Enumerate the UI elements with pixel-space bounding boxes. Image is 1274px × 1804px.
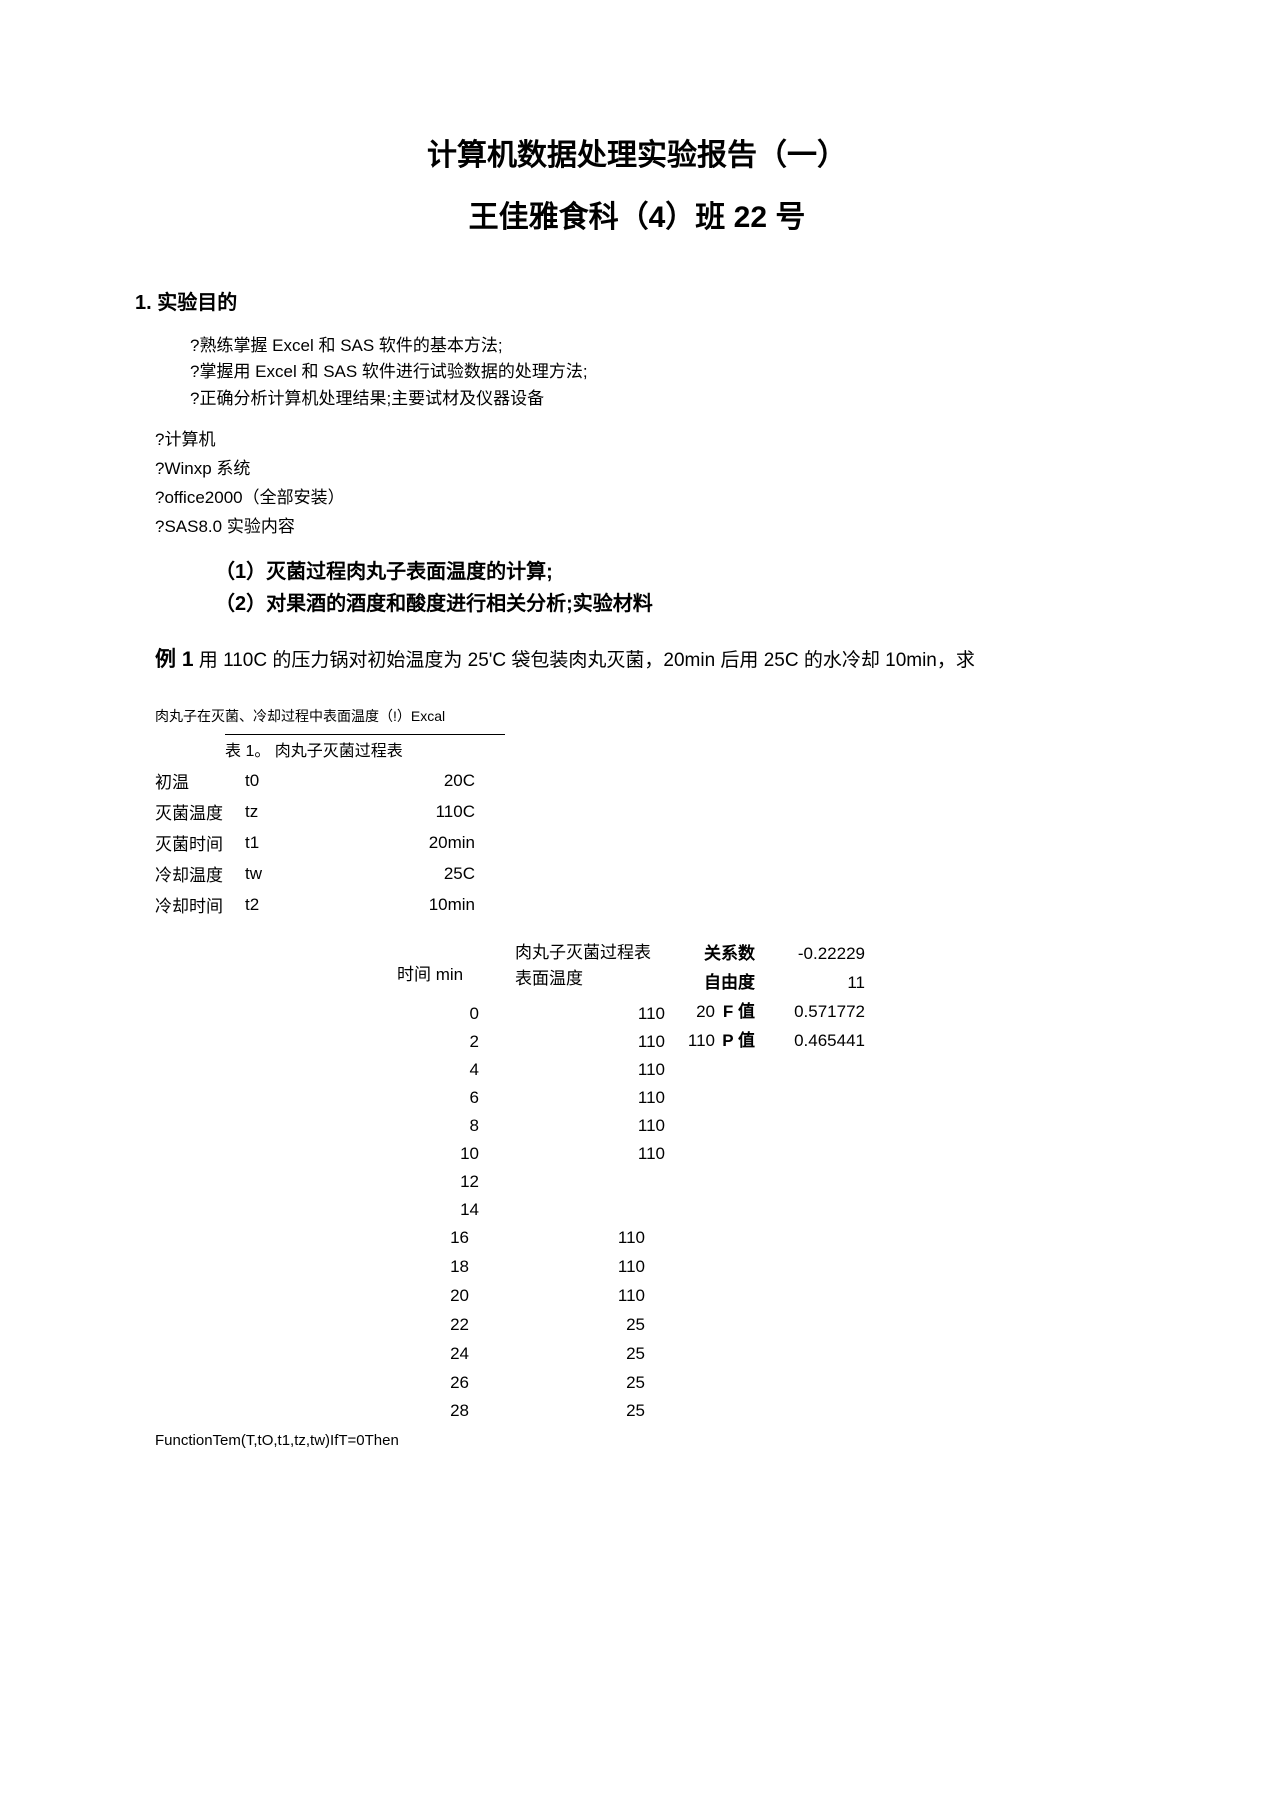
env-line: ?SAS8.0 实验内容 (155, 513, 1119, 542)
param-row: 灭菌时间t120min (155, 827, 475, 858)
time-cell: 16 (439, 1224, 469, 1253)
purpose-line: ?正确分析计算机处理结果;主要试材及仪器设备 (190, 386, 1119, 412)
time-column-b: 16 18 20 22 24 26 28 (439, 1224, 469, 1426)
stats-row: 110P 值0.465441 (685, 1027, 865, 1056)
purpose-line: ?掌握用 Excel 和 SAS 软件进行试验数据的处理方法; (190, 359, 1119, 385)
temp-cell: 110 (625, 1140, 665, 1168)
example-prefix: 例 1 (155, 648, 194, 671)
temp-cell: 110 (625, 1000, 665, 1028)
section-heading-purpose: 1. 实验目的 (135, 286, 1119, 315)
time-cell: 18 (439, 1253, 469, 1282)
temp-column-a: 110 110 110 110 110 110 (625, 1000, 665, 1168)
time-cell: 22 (439, 1311, 469, 1340)
time-cell: 10 (449, 1140, 479, 1168)
temp-cell: 25 (605, 1340, 645, 1369)
time-cell: 28 (439, 1397, 469, 1426)
task-item: （2）对果酒的酒度和酸度进行相关分析;实验材料 (215, 588, 1119, 620)
time-cell: 8 (449, 1112, 479, 1140)
time-cell: 2 (449, 1028, 479, 1056)
param-val: 20min (405, 827, 475, 858)
env-line: ?Winxp 系统 (155, 455, 1119, 484)
stats-label: 关系数 (685, 940, 755, 969)
temp-cell: 110 (625, 1028, 665, 1056)
param-sym: tz (245, 796, 405, 827)
purpose-line: ?熟练掌握 Excel 和 SAS 软件的基本方法; (190, 333, 1119, 359)
table1-title: 表 1。 肉丸子灭菌过程表 (225, 734, 505, 761)
stats-val: 0.465441 (755, 1027, 865, 1056)
param-val: 10min (405, 889, 475, 920)
param-label: 初温 (155, 765, 245, 796)
param-row: 冷却时间t210min (155, 889, 475, 920)
param-val: 110C (405, 796, 475, 827)
env-line: ?计算机 (155, 426, 1119, 455)
process-header: 肉丸子灭菌过程表 表面温度 (515, 940, 651, 993)
stats-prefix: 20 (685, 998, 715, 1027)
param-val: 25C (405, 858, 475, 889)
time-cell: 4 (449, 1056, 479, 1084)
stats-val: -0.22229 (755, 940, 865, 969)
title-main: 计算机数据处理实验报告（一） (155, 130, 1119, 174)
time-column-a: 0 2 4 6 8 10 12 14 (449, 1000, 479, 1224)
time-cell: 26 (439, 1369, 469, 1398)
param-row: 冷却温度tw25C (155, 858, 475, 889)
param-sym: t0 (245, 765, 405, 796)
temp-cell: 25 (605, 1369, 645, 1398)
small-caption: 肉丸子在灭菌、冷却过程中表面温度（!）Excal (155, 706, 1119, 726)
stats-block: 关系数-0.22229 自由度11 20F 值0.571772 110P 值0.… (685, 940, 865, 1056)
stats-row: 自由度11 (685, 969, 865, 998)
stats-prefix: 110 (685, 1027, 715, 1056)
stats-label: P 值 (715, 1027, 755, 1056)
stats-label: F 值 (715, 998, 755, 1027)
example-text: 例 1 用 110C 的压力锅对初始温度为 25'C 袋包装肉丸灭菌，20min… (155, 644, 1119, 677)
temp-cell: 110 (605, 1282, 645, 1311)
env-list: ?计算机 ?Winxp 系统 ?office2000（全部安装） ?SAS8.0… (155, 426, 1119, 542)
stats-row: 关系数-0.22229 (685, 940, 865, 969)
stats-label: 自由度 (685, 969, 755, 998)
proc-header-line: 肉丸子灭菌过程表 (515, 940, 651, 966)
temp-cell: 110 (625, 1084, 665, 1112)
time-cell: 20 (439, 1282, 469, 1311)
env-line: ?office2000（全部安装） (155, 484, 1119, 513)
time-cell: 0 (449, 1000, 479, 1028)
temp-column-b: 110 110 110 25 25 25 25 (605, 1224, 645, 1426)
param-label: 冷却时间 (155, 889, 245, 920)
temp-cell: 110 (605, 1253, 645, 1282)
param-sym: t2 (245, 889, 405, 920)
param-label: 灭菌温度 (155, 796, 245, 827)
stats-val: 11 (755, 969, 865, 998)
time-column-header: 时间 min (397, 960, 463, 985)
time-cell: 6 (449, 1084, 479, 1112)
param-row: 灭菌温度tz110C (155, 796, 475, 827)
stats-val: 0.571772 (755, 998, 865, 1027)
temp-cell: 25 (605, 1397, 645, 1426)
param-sym: t1 (245, 827, 405, 858)
temp-cell: 25 (605, 1311, 645, 1340)
example-body: 用 110C 的压力锅对初始温度为 25'C 袋包装肉丸灭菌，20min 后用 … (194, 650, 975, 671)
param-label: 冷却温度 (155, 858, 245, 889)
data-area: 时间 min 肉丸子灭菌过程表 表面温度 关系数-0.22229 自由度11 2… (155, 940, 1119, 1420)
param-sym: tw (245, 858, 405, 889)
task-list: （1）灭菌过程肉丸子表面温度的计算; （2）对果酒的酒度和酸度进行相关分析;实验… (215, 556, 1119, 620)
param-label: 灭菌时间 (155, 827, 245, 858)
purpose-list: ?熟练掌握 Excel 和 SAS 软件的基本方法; ?掌握用 Excel 和 … (190, 333, 1119, 412)
param-val: 20C (405, 765, 475, 796)
task-item: （1）灭菌过程肉丸子表面温度的计算; (215, 556, 1119, 588)
function-code: FunctionTem(T,tO,t1,tz,tw)IfT=0Then (155, 1432, 1119, 1449)
stats-row: 20F 值0.571772 (685, 998, 865, 1027)
temp-cell: 110 (625, 1056, 665, 1084)
param-table: 初温t020C 灭菌温度tz110C 灭菌时间t120min 冷却温度tw25C… (155, 765, 475, 920)
time-cell: 14 (449, 1196, 479, 1224)
proc-header-line: 表面温度 (515, 966, 651, 992)
temp-cell: 110 (605, 1224, 645, 1253)
time-cell: 12 (449, 1168, 479, 1196)
time-cell: 24 (439, 1340, 469, 1369)
param-row: 初温t020C (155, 765, 475, 796)
temp-cell: 110 (625, 1112, 665, 1140)
title-sub: 王佳雅食科（4）班 22 号 (155, 192, 1119, 236)
